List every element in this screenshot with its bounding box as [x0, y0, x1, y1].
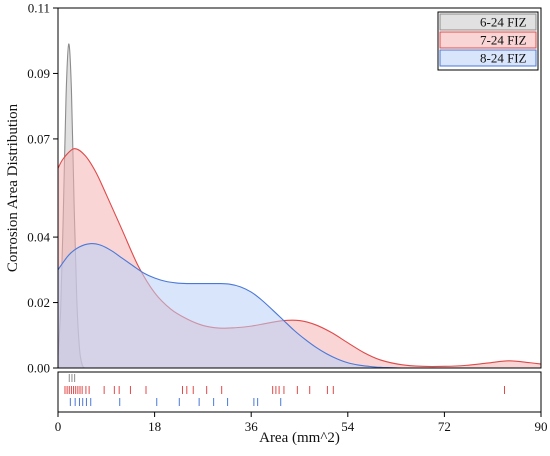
legend: 6-24 FIZ 7-24 FIZ 8-24 FIZ [437, 11, 539, 71]
y-axis-title: Corrosion Area Distribution [5, 103, 21, 272]
legend-label-1: 7-24 FIZ [480, 33, 527, 48]
series-area-2 [58, 243, 402, 368]
rug-layer [64, 374, 506, 406]
y-tick-label-0: 0.00 [27, 361, 50, 376]
legend-swatch-0 [439, 13, 537, 31]
legend-swatch-2 [439, 49, 537, 67]
rug-panel-frame [57, 371, 542, 413]
y-tick-label-1: 0.02 [27, 295, 50, 310]
legend-swatch-1 [439, 31, 537, 49]
series-line-2 [57, 243, 402, 369]
legend-label-0: 6-24 FIZ [480, 15, 527, 30]
y-tick-label-4: 0.09 [27, 66, 50, 81]
x-axis-title: Area (mm^2) [259, 430, 340, 446]
x-tick-label-0: 0 [55, 419, 62, 434]
y-tick-label-2: 0.04 [27, 230, 50, 245]
y-tick-label-3: 0.07 [27, 131, 50, 146]
x-tick-label-3: 54 [341, 419, 355, 434]
legend-label-2: 8-24 FIZ [480, 51, 527, 66]
y-tick-label-5: 0.11 [28, 1, 50, 16]
x-tick-label-5: 90 [535, 419, 548, 434]
x-tick-label-1: 18 [148, 419, 161, 434]
x-tick-label-4: 72 [438, 419, 451, 434]
series-layer [57, 43, 542, 369]
x-tick-label-2: 36 [245, 419, 259, 434]
axis-layer: 0.00 0.02 0.04 0.07 0.09 0.11 0 18 36 54 72 90 [27, 1, 547, 435]
